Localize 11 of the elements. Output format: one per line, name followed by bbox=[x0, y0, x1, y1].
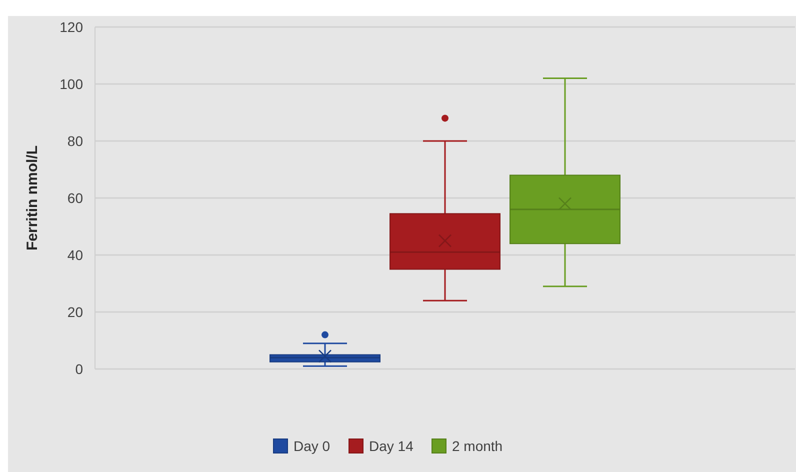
y-tick-label: 0 bbox=[75, 360, 84, 377]
y-tick-label: 100 bbox=[60, 76, 84, 92]
y-tick-label: 60 bbox=[67, 190, 84, 206]
y-tick-label: 120 bbox=[60, 18, 84, 35]
y-axis-title: Ferritin nmol/L bbox=[24, 146, 41, 250]
y-tick-label: 40 bbox=[67, 246, 84, 263]
y-tick-label: 80 bbox=[67, 132, 84, 149]
legend-label: Day 0 bbox=[294, 438, 330, 454]
legend-label: 2 month bbox=[452, 438, 503, 454]
legend-label: Day 14 bbox=[369, 438, 414, 454]
y-tick-label: 20 bbox=[67, 304, 84, 320]
